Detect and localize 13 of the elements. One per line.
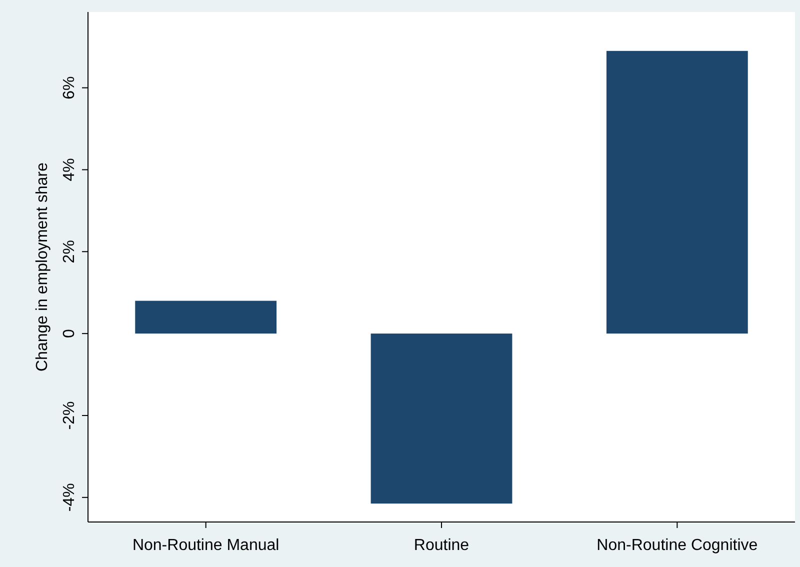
bar <box>135 300 277 334</box>
x-tick-label: Non-Routine Cognitive <box>596 537 758 554</box>
y-tick-label: 6% <box>61 76 78 100</box>
bar <box>370 334 512 504</box>
y-tick-label: 2% <box>61 240 78 264</box>
x-tick-label: Non-Routine Manual <box>132 537 280 554</box>
bar <box>606 50 748 334</box>
y-axis-title: Change in employment share <box>34 162 51 372</box>
y-tick-label: 0 <box>61 329 78 338</box>
x-tick-label: Routine <box>414 537 470 554</box>
y-tick-label: -2% <box>61 401 78 430</box>
y-tick-label: -4% <box>61 483 78 512</box>
y-tick-label: 4% <box>61 158 78 182</box>
